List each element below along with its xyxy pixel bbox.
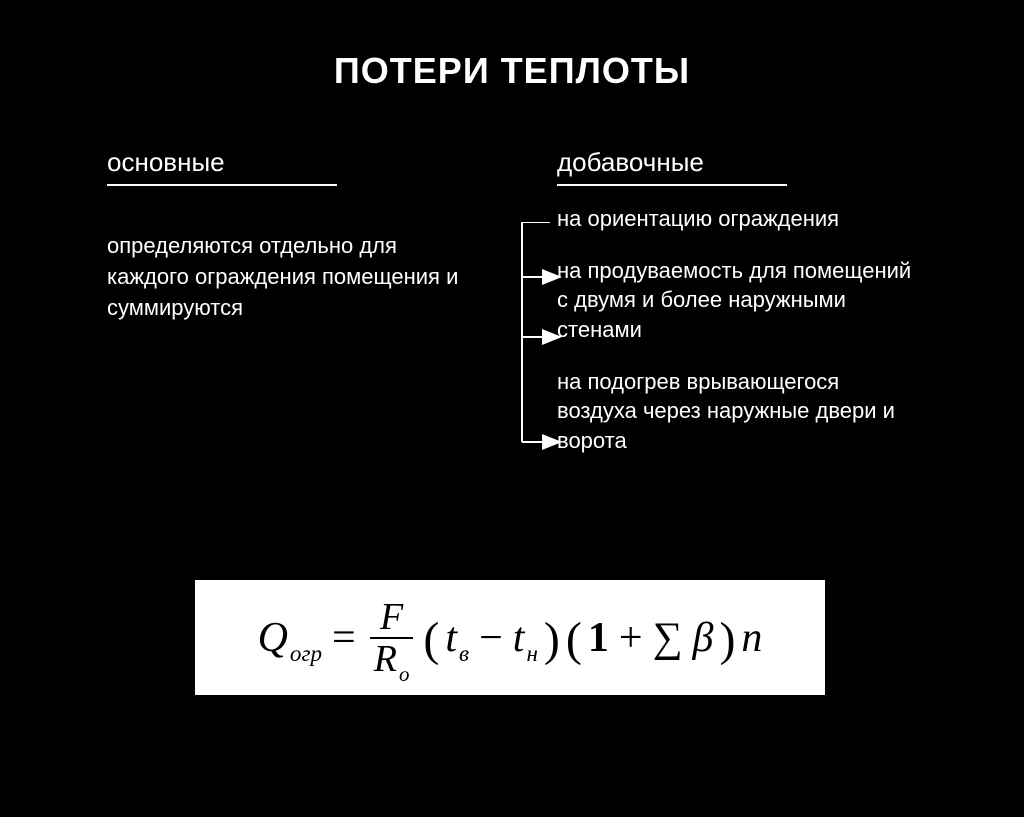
equals-sign: = <box>332 614 356 662</box>
additional-list: на ориентацию ограждения на продуваемост… <box>557 204 917 456</box>
t-v-sub: в <box>459 640 469 667</box>
fraction-numerator: F <box>374 598 409 637</box>
column-additional: добавочные на ориентацию ограждения на п… <box>547 147 927 478</box>
list-item: на ориентацию ограждения <box>557 204 917 234</box>
t-n: t <box>513 614 525 662</box>
slide-title: ПОТЕРИ ТЕПЛОТЫ <box>0 50 1024 92</box>
beta: β <box>693 614 714 662</box>
sigma: ∑ <box>653 614 683 662</box>
one: 1 <box>588 614 609 662</box>
paren-close: ) <box>544 612 560 667</box>
t-v: t <box>445 614 457 662</box>
list-item: на продуваемость для помещений с двумя и… <box>557 256 917 345</box>
paren-close-2: ) <box>719 612 735 667</box>
columns-wrap: основные определяются отдельно для каждо… <box>0 147 1024 478</box>
formula-Q: Q <box>258 614 288 662</box>
fraction-den-base: R <box>374 640 397 678</box>
n: n <box>741 614 762 662</box>
formula: Q огр = F R o ( t в − t н ) ( 1 + ∑ β ) … <box>258 598 763 678</box>
formula-box: Q огр = F R o ( t в − t н ) ( 1 + ∑ β ) … <box>195 580 825 695</box>
fraction-den-sub: o <box>399 664 409 685</box>
formula-Q-sub: огр <box>290 640 322 667</box>
list-item: на подогрев врывающегося воздуха через н… <box>557 367 917 456</box>
heading-additional: добавочные <box>557 147 787 186</box>
body-main: определяются отдельно для каждого огражд… <box>107 231 467 323</box>
t-n-sub: н <box>526 640 537 667</box>
paren-open: ( <box>423 612 439 667</box>
paren-open-2: ( <box>566 612 582 667</box>
minus-sign: − <box>479 614 503 662</box>
fraction: F R o <box>370 598 414 678</box>
column-main: основные определяются отдельно для каждо… <box>97 147 477 478</box>
plus-sign: + <box>619 614 643 662</box>
heading-main: основные <box>107 147 337 186</box>
